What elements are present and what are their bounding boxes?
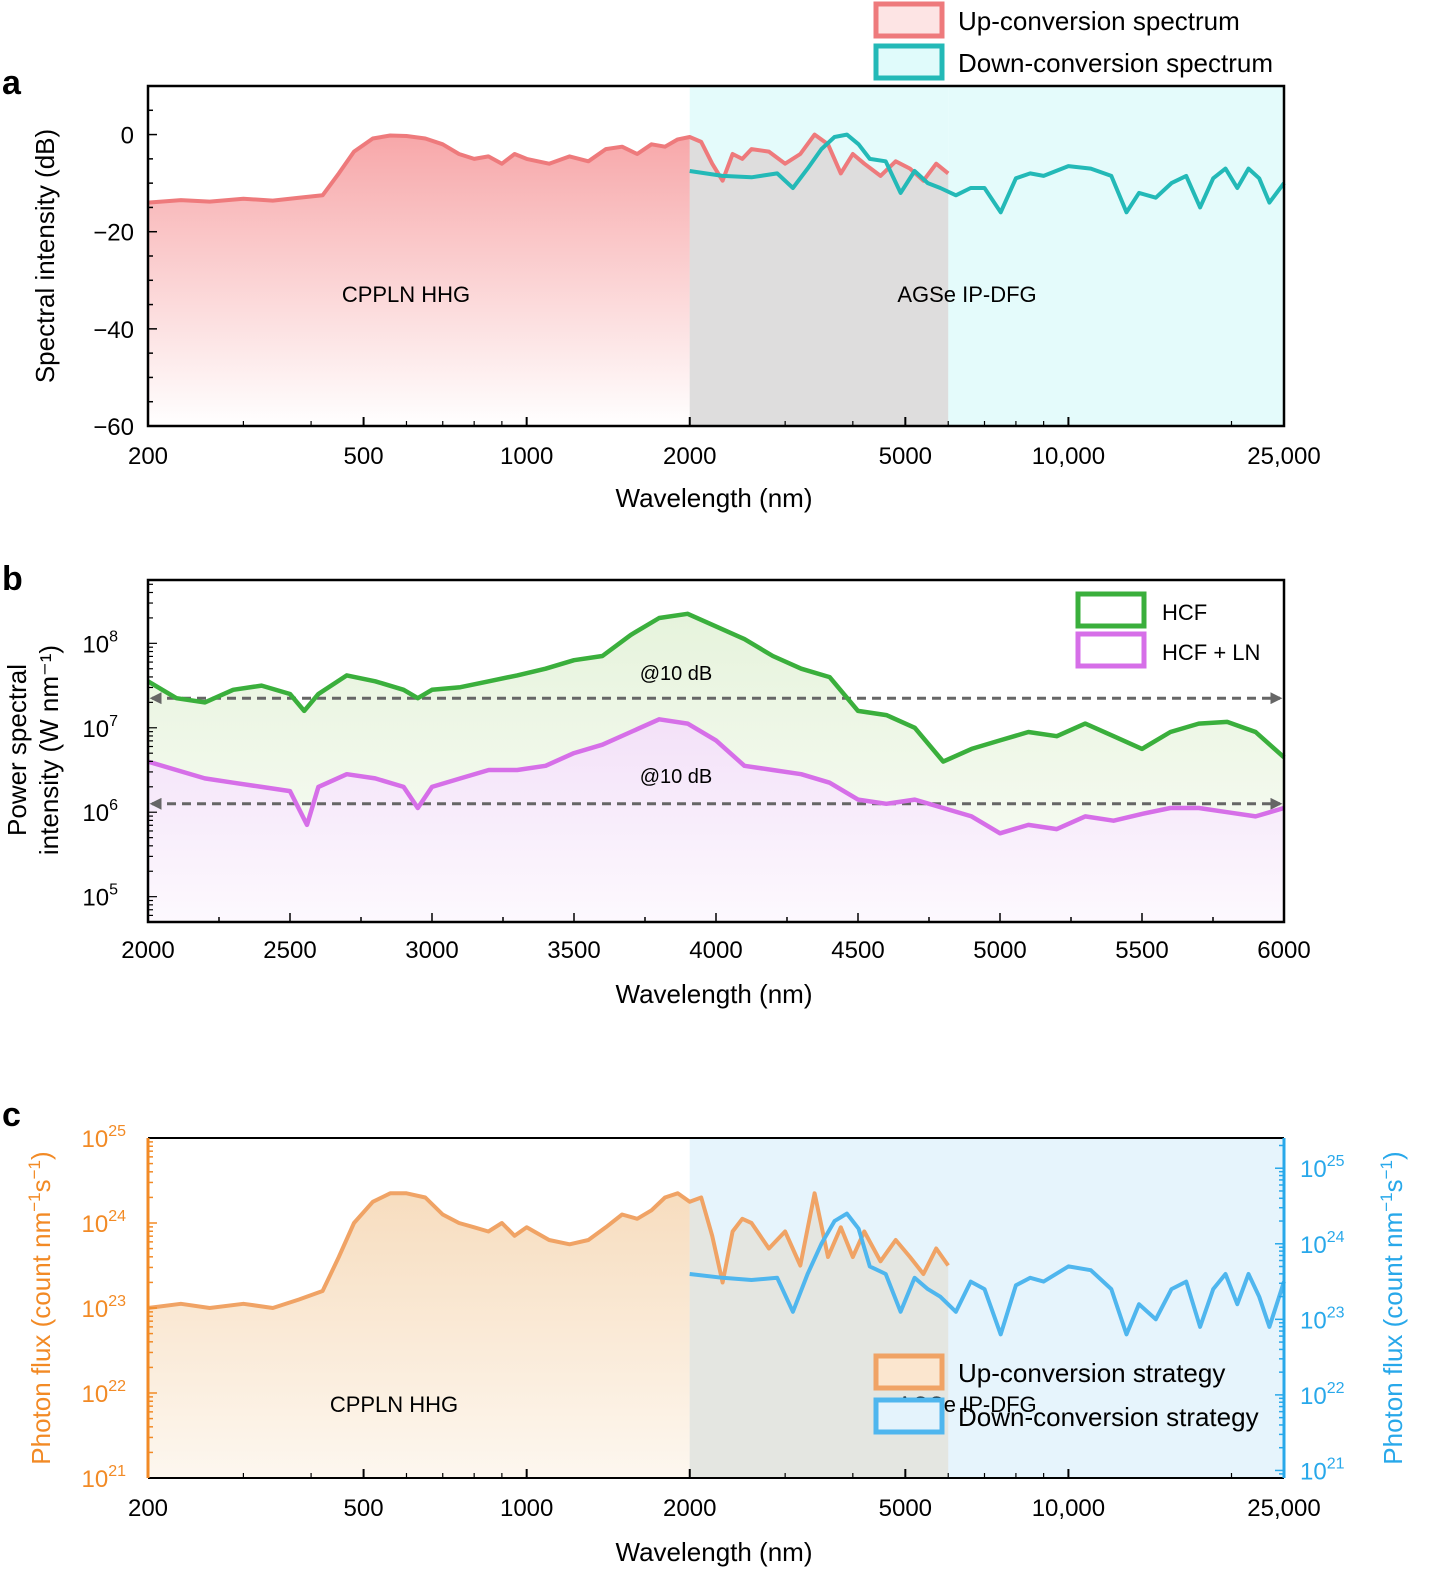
legend-swatch-up-strategy [873,1353,945,1391]
down-conversion-line [689,132,1286,215]
y-tick-label-b: 108 [82,628,118,658]
legend-c: Up-conversion strategy Down-conversion s… [873,1353,1259,1435]
y-tick-label-b: 107 [82,713,118,743]
hcf-line [146,611,1286,764]
legend-label-up-conversion: Up-conversion spectrum [958,6,1240,36]
x-tick-label-b: 2500 [263,937,316,964]
y-tick-label-c-right: 1021 [1300,1455,1345,1485]
annotation-hcf-ln-10db: @10 dB [640,766,713,788]
x-tick-label-a: 25,000 [1247,443,1320,470]
y-tick-label-c-left: 1022 [82,1378,127,1408]
x-tick-label-c: 10,000 [1032,1495,1105,1522]
y-axis-label-c-right: Photon flux (count nm−1s−1) [1377,1151,1408,1464]
panel-label-b: b [2,560,23,598]
x-tick-label-b: 2000 [121,937,174,964]
x-tick-label-b: 6000 [1257,937,1310,964]
legend-swatch-hcf-ln [1075,631,1147,669]
y-axis-label-a: Spectral intensity (dB) [30,129,60,383]
legend-label-up-strategy: Up-conversion strategy [958,1358,1225,1388]
x-tick-label-c: 5000 [879,1495,932,1522]
legend-label-hcf: HCF [1162,600,1207,625]
overlap-area [689,134,949,426]
plot-frame-a [146,84,1286,428]
panel-label-a: a [2,64,22,102]
plot-frame-b [146,578,1286,924]
agse-region-ext [948,86,1284,426]
y-tick-label-c-right: 1023 [1300,1304,1345,1334]
legend-b: HCF HCF + LN [1075,591,1260,669]
y-tick-label-a: −40 [93,317,134,344]
up-strategy-line [147,1191,950,1310]
y-tick-label-c-right: 1024 [1300,1229,1345,1259]
annotation-agse-ip-dfg: AGSe IP-DFG [897,282,1036,307]
y-tick-label-c-right: 1022 [1300,1380,1345,1410]
legend-label-hcf-ln: HCF + LN [1162,640,1260,665]
down-strategy-line [689,1211,1286,1337]
annotation-cppln-hhg: CPPLN HHG [342,282,470,307]
legend-swatch-down-conversion [873,43,945,81]
hcf-ln-line [147,717,1285,836]
x-axis-label-c: Wavelength (nm) [616,1537,813,1567]
x-axis-label-b: Wavelength (nm) [616,979,813,1009]
panel-label-c: c [2,1096,21,1134]
x-tick-label-b: 4500 [831,937,884,964]
x-tick-label-a: 500 [344,443,384,470]
x-tick-label-c: 200 [128,1495,168,1522]
x-tick-label-b: 4000 [689,937,742,964]
y-tick-label-b: 105 [82,882,118,912]
x-axis-label-a: Wavelength (nm) [616,483,813,513]
x-tick-label-c: 500 [344,1495,384,1522]
annotation-hcf-10db: @10 dB [640,663,713,685]
y-tick-label-c-right: 1025 [1300,1153,1345,1183]
chart-panel-c: 200 500 1000 2000 5000 10,000 25,000 1021 1022 1… [25,1123,1408,1567]
y-tick-label-b: 106 [82,797,118,827]
x-tick-label-b: 3500 [547,937,600,964]
x-tick-label-a: 2000 [663,443,716,470]
x-tick-label-b: 5500 [1115,937,1168,964]
x-tick-label-b: 3000 [405,937,458,964]
legend-label-down-strategy: Down-conversion strategy [958,1402,1259,1432]
x-tick-label-a: 200 [128,443,168,470]
legend-swatch-down-strategy [873,1397,945,1435]
x-tick-label-a: 5000 [879,443,932,470]
hcf-ln-area [148,719,1284,922]
x-tick-label-a: 1000 [500,443,553,470]
up-conversion-line [147,132,950,205]
chart-panel-b: 2000 2500 3000 3500 4000 4500 5000 5500 6000 105… [2,578,1311,1009]
x-tick-label-c: 1000 [500,1495,553,1522]
legend-swatch-hcf [1075,591,1147,629]
x-tick-label-b: 5000 [973,937,1026,964]
chart-panel-a: 200 500 1000 2000 5000 10,000 25,000 0 −20 −40 −6… [30,1,1321,513]
y-axis-label-b-line2: intensity (W nm⁻¹) [34,645,64,855]
legend-swatch-up-conversion [873,1,945,39]
y-tick-label-a: −60 [93,414,134,441]
y-tick-label-c-left: 1021 [82,1463,127,1493]
legend-label-down-conversion: Down-conversion spectrum [958,48,1273,78]
y-tick-label-a: 0 [121,123,134,150]
y-tick-label-c-left: 1024 [82,1208,127,1238]
legend-a: Up-conversion spectrum Down-conversion s… [873,1,1273,81]
x-tick-label-c: 2000 [663,1495,716,1522]
y-tick-label-c-left: 1023 [82,1293,127,1323]
x-tick-label-a: 10,000 [1032,443,1105,470]
x-tick-label-c: 25,000 [1247,1495,1320,1522]
y-tick-label-c-left: 1025 [82,1123,127,1153]
annotation-cppln-hhg-c: CPPLN HHG [330,1392,458,1417]
y-axis-label-b-line1: Power spectral [2,664,32,836]
y-tick-label-a: −20 [93,220,134,247]
y-axis-label-c-left: Photon flux (count nm−1s−1) [25,1151,56,1464]
